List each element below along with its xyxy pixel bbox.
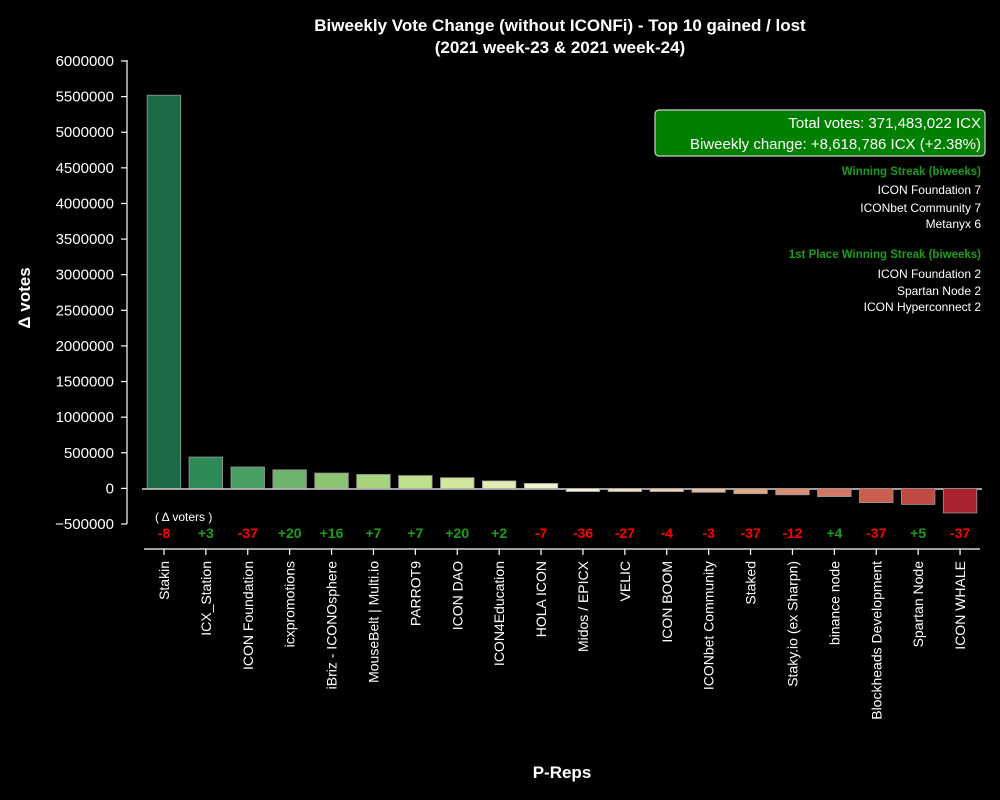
bar — [859, 487, 894, 504]
y-tick-label: 3000000 — [56, 267, 114, 284]
x-tick-label: Midos / EPICX — [575, 560, 591, 652]
y-tick-label: 1000000 — [56, 409, 114, 426]
biweekly-change-text: Biweekly change: +8,618,786 ICX (+2.38%) — [690, 136, 981, 153]
info-box-background — [654, 109, 986, 157]
bars — [146, 94, 978, 514]
bar — [481, 480, 517, 489]
bar — [775, 487, 810, 496]
bar — [649, 487, 684, 492]
winning-streak-heading: Winning Streak (biweeks) — [842, 166, 981, 178]
x-tick-label: MouseBelt | Multi.io — [365, 561, 381, 683]
bar — [817, 487, 852, 497]
bar — [523, 482, 559, 489]
y-ticks: −500000 0 500000 1000000 1500000 2000000 25000… — [55, 53, 127, 533]
bar — [607, 487, 643, 492]
delta-voters-value: -7 — [535, 525, 548, 541]
delta-voters-value: +16 — [320, 525, 344, 541]
x-tick-label: ICON Foundation — [240, 561, 256, 670]
chart-title-line2: (2021 week-23 & 2021 week-24) — [435, 38, 685, 57]
bar — [272, 469, 307, 489]
y-tick-label: 2500000 — [56, 302, 114, 319]
y-axis-label: Δ votes — [15, 267, 34, 328]
y-tick-label: 0 — [106, 480, 114, 497]
winning-streak-item: ICON Foundation 7 — [878, 183, 982, 197]
x-tick-label: Blockheads Development — [868, 561, 884, 720]
bar — [942, 487, 978, 514]
x-tick-label: Spartan Node — [910, 561, 926, 648]
y-tick-label: 3500000 — [56, 231, 114, 248]
delta-voters-value: -8 — [158, 525, 171, 541]
bar — [900, 487, 936, 505]
x-tick-label: Staked — [743, 561, 759, 605]
delta-voters-value: +4 — [826, 525, 842, 541]
delta-voters-label: ( Δ voters ) — [155, 510, 212, 524]
bar — [314, 472, 349, 489]
delta-voters-value: -37 — [866, 525, 886, 541]
x-tick-label: Stakin — [156, 561, 172, 600]
x-tick-label: PARROT9 — [407, 561, 423, 626]
delta-voters-value: -27 — [615, 525, 635, 541]
y-tick-label: 2000000 — [56, 338, 114, 355]
bar — [398, 475, 433, 489]
x-tick-label: ICON4Education — [491, 561, 507, 666]
delta-voters-value: -3 — [702, 525, 715, 541]
y-tick-label: 1500000 — [56, 374, 114, 391]
y-tick-label: 5000000 — [56, 124, 114, 141]
first-place-streak-item: ICON Foundation 2 — [878, 267, 982, 281]
x-tick-label: ICON DAO — [449, 561, 465, 630]
first-place-streak-heading: 1st Place Winning Streak (biweeks) — [789, 249, 981, 261]
total-votes-text: Total votes: 371,483,022 ICX — [788, 115, 981, 132]
delta-voters-value: -4 — [661, 525, 674, 541]
delta-voters-value: -37 — [238, 525, 258, 541]
bar — [230, 466, 265, 489]
delta-voters-value: -12 — [782, 525, 802, 541]
bar — [146, 94, 182, 489]
winning-streak-item: ICONbet Community 7 — [860, 201, 981, 215]
x-tick-label: iBriz - ICONOsphere — [324, 561, 340, 690]
x-tick-label: binance node — [826, 561, 842, 645]
y-tick-label: 4500000 — [56, 160, 114, 177]
bar — [691, 487, 726, 493]
delta-voters-value: +7 — [365, 525, 381, 541]
first-place-streak-item: ICON Hyperconnect 2 — [864, 300, 982, 314]
delta-voters-value: -36 — [573, 525, 593, 541]
x-tick-label: Staky.io (ex Sharpn) — [784, 561, 800, 687]
y-tick-label: 5500000 — [56, 89, 114, 106]
x-ticks: Stakin ICX_Station ICON Foundation icxpromo… — [156, 549, 968, 720]
delta-voters-value: -37 — [950, 525, 970, 541]
bar — [733, 487, 768, 495]
bar — [356, 474, 391, 489]
delta-voters: -8 +3 -37 +20 +16 +7 +7 +20 +2 -7 -36 -27 -4 -3 -37 -12… — [158, 525, 971, 541]
x-tick-label: ICX_Station — [198, 561, 214, 636]
first-place-streak-item: Spartan Node 2 — [897, 284, 981, 298]
bar — [440, 477, 475, 489]
delta-voters-value: +5 — [910, 525, 926, 541]
info-box: Total votes: 371,483,022 ICX Biweekly ch… — [654, 109, 986, 157]
first-place-streak-panel: 1st Place Winning Streak (biweeks) ICON … — [789, 249, 982, 314]
chart-title-line1: Biweekly Vote Change (without ICONFi) - … — [314, 16, 806, 35]
delta-voters-value: +3 — [198, 525, 214, 541]
delta-voters-value: +2 — [491, 525, 507, 541]
y-tick-label: 4000000 — [56, 195, 114, 212]
x-tick-label: VELIC — [617, 561, 633, 601]
winning-streak-panel: Winning Streak (biweeks) ICON Foundation… — [842, 166, 982, 231]
bar — [188, 456, 224, 489]
y-tick-label: 6000000 — [56, 53, 114, 70]
y-tick-label: −500000 — [55, 516, 114, 533]
delta-voters-value: -37 — [740, 525, 760, 541]
winning-streak-item: Metanyx 6 — [926, 217, 982, 231]
x-tick-label: HOLA ICON — [533, 561, 549, 637]
delta-voters-value: +20 — [445, 525, 469, 541]
x-tick-label: icxpromotions — [282, 561, 298, 647]
x-tick-label: ICON WHALE — [952, 561, 968, 650]
delta-voters-value: +20 — [278, 525, 302, 541]
x-axis-label: P-Reps — [533, 763, 592, 782]
delta-voters-value: +7 — [407, 525, 423, 541]
x-tick-label: ICON BOOM — [659, 561, 675, 643]
x-tick-label: ICONbet Community — [701, 561, 717, 690]
y-tick-label: 500000 — [64, 445, 114, 462]
bar — [565, 487, 601, 492]
